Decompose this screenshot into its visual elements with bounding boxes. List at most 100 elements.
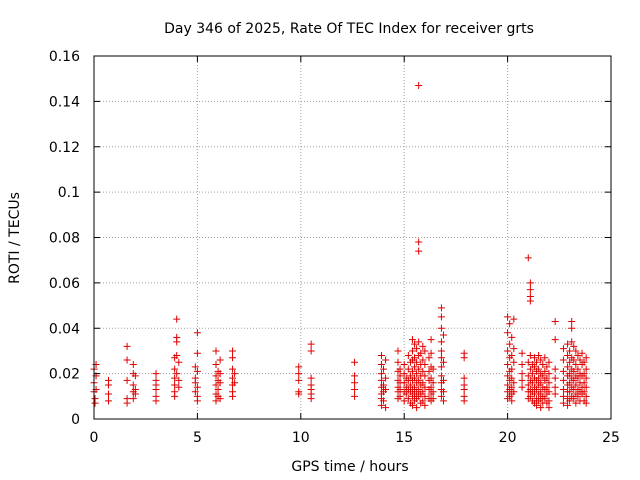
- data-point: [152, 397, 160, 405]
- data-point: [214, 386, 222, 394]
- data-point: [545, 388, 553, 396]
- data-point: [545, 379, 553, 387]
- data-point: [439, 376, 447, 384]
- data-point: [510, 388, 518, 396]
- x-tick-label: 25: [602, 430, 620, 446]
- data-point: [406, 381, 414, 389]
- data-point: [413, 370, 421, 378]
- data-point: [421, 347, 429, 355]
- data-point: [400, 379, 408, 387]
- data-point: [559, 367, 567, 375]
- data-point: [566, 370, 574, 378]
- data-point: [508, 333, 516, 341]
- y-axis-label: ROTI / TECUs: [7, 192, 23, 284]
- data-point: [307, 395, 315, 403]
- data-point: [539, 361, 547, 369]
- x-tick-labels: 0 5 10 15 20 25: [90, 430, 620, 446]
- data-point: [574, 392, 582, 400]
- data-point: [171, 381, 179, 389]
- data-point: [415, 376, 423, 384]
- data-point: [537, 356, 545, 364]
- data-point: [506, 340, 514, 348]
- data-point: [524, 254, 532, 262]
- data-point: [351, 386, 359, 394]
- data-point: [129, 381, 137, 389]
- data-point: [545, 404, 553, 412]
- x-tick-label: 5: [193, 430, 202, 446]
- data-point: [460, 386, 468, 394]
- data-point: [419, 388, 427, 396]
- data-point: [131, 372, 139, 380]
- data-point: [396, 365, 404, 373]
- data-point: [131, 390, 139, 398]
- data-point: [537, 388, 545, 396]
- x-tick-label: 10: [292, 430, 310, 446]
- data-point: [382, 356, 390, 364]
- data-point: [564, 401, 572, 409]
- data-point: [566, 397, 574, 405]
- data-point: [427, 349, 435, 357]
- data-point: [559, 386, 567, 394]
- x-tick-label: 20: [499, 430, 517, 446]
- data-point: [524, 372, 532, 380]
- data-point: [541, 367, 549, 375]
- data-point: [528, 370, 536, 378]
- data-point: [576, 356, 584, 364]
- data-point: [229, 374, 237, 382]
- data-point: [295, 390, 303, 398]
- data-point: [574, 365, 582, 373]
- data-point: [415, 238, 423, 246]
- data-point: [421, 372, 429, 380]
- data-point: [377, 401, 385, 409]
- data-point: [400, 397, 408, 405]
- data-point: [533, 358, 541, 366]
- data-point: [437, 338, 445, 346]
- data-point: [415, 81, 423, 89]
- x-tick-label: 0: [90, 430, 99, 446]
- data-point: [411, 363, 419, 371]
- data-point: [564, 351, 572, 359]
- data-point: [570, 376, 578, 384]
- data-point: [173, 370, 181, 378]
- data-point: [411, 340, 419, 348]
- data-point: [580, 388, 588, 396]
- data-point: [351, 392, 359, 400]
- data-point: [229, 365, 237, 373]
- data-point: [193, 397, 201, 405]
- y-tick-label: 0.1: [58, 185, 80, 201]
- data-point: [104, 390, 112, 398]
- data-point: [510, 379, 518, 387]
- data-point: [193, 367, 201, 375]
- data-point: [295, 376, 303, 384]
- y-tick-label: 0.06: [49, 276, 80, 292]
- data-point: [508, 383, 516, 391]
- data-point: [415, 247, 423, 255]
- data-point: [543, 374, 551, 382]
- data-point: [400, 370, 408, 378]
- data-point: [572, 347, 580, 355]
- data-point: [417, 349, 425, 357]
- data-point: [104, 397, 112, 405]
- data-point: [439, 388, 447, 396]
- data-point: [437, 372, 445, 380]
- data-point: [396, 392, 404, 400]
- data-point: [537, 379, 545, 387]
- data-point: [173, 338, 181, 346]
- data-point: [382, 386, 390, 394]
- data-point: [518, 370, 526, 378]
- data-point: [541, 395, 549, 403]
- data-point: [191, 388, 199, 396]
- y-tick-label: 0.14: [49, 94, 80, 110]
- data-point: [419, 356, 427, 364]
- data-point: [123, 376, 131, 384]
- data-point: [530, 363, 538, 371]
- data-point: [572, 361, 580, 369]
- data-point: [171, 374, 179, 382]
- data-point: [351, 379, 359, 387]
- data-point: [216, 379, 224, 387]
- y-tick-label: 0.02: [49, 367, 80, 383]
- data-point: [400, 361, 408, 369]
- data-point: [129, 395, 137, 403]
- data-point: [193, 383, 201, 391]
